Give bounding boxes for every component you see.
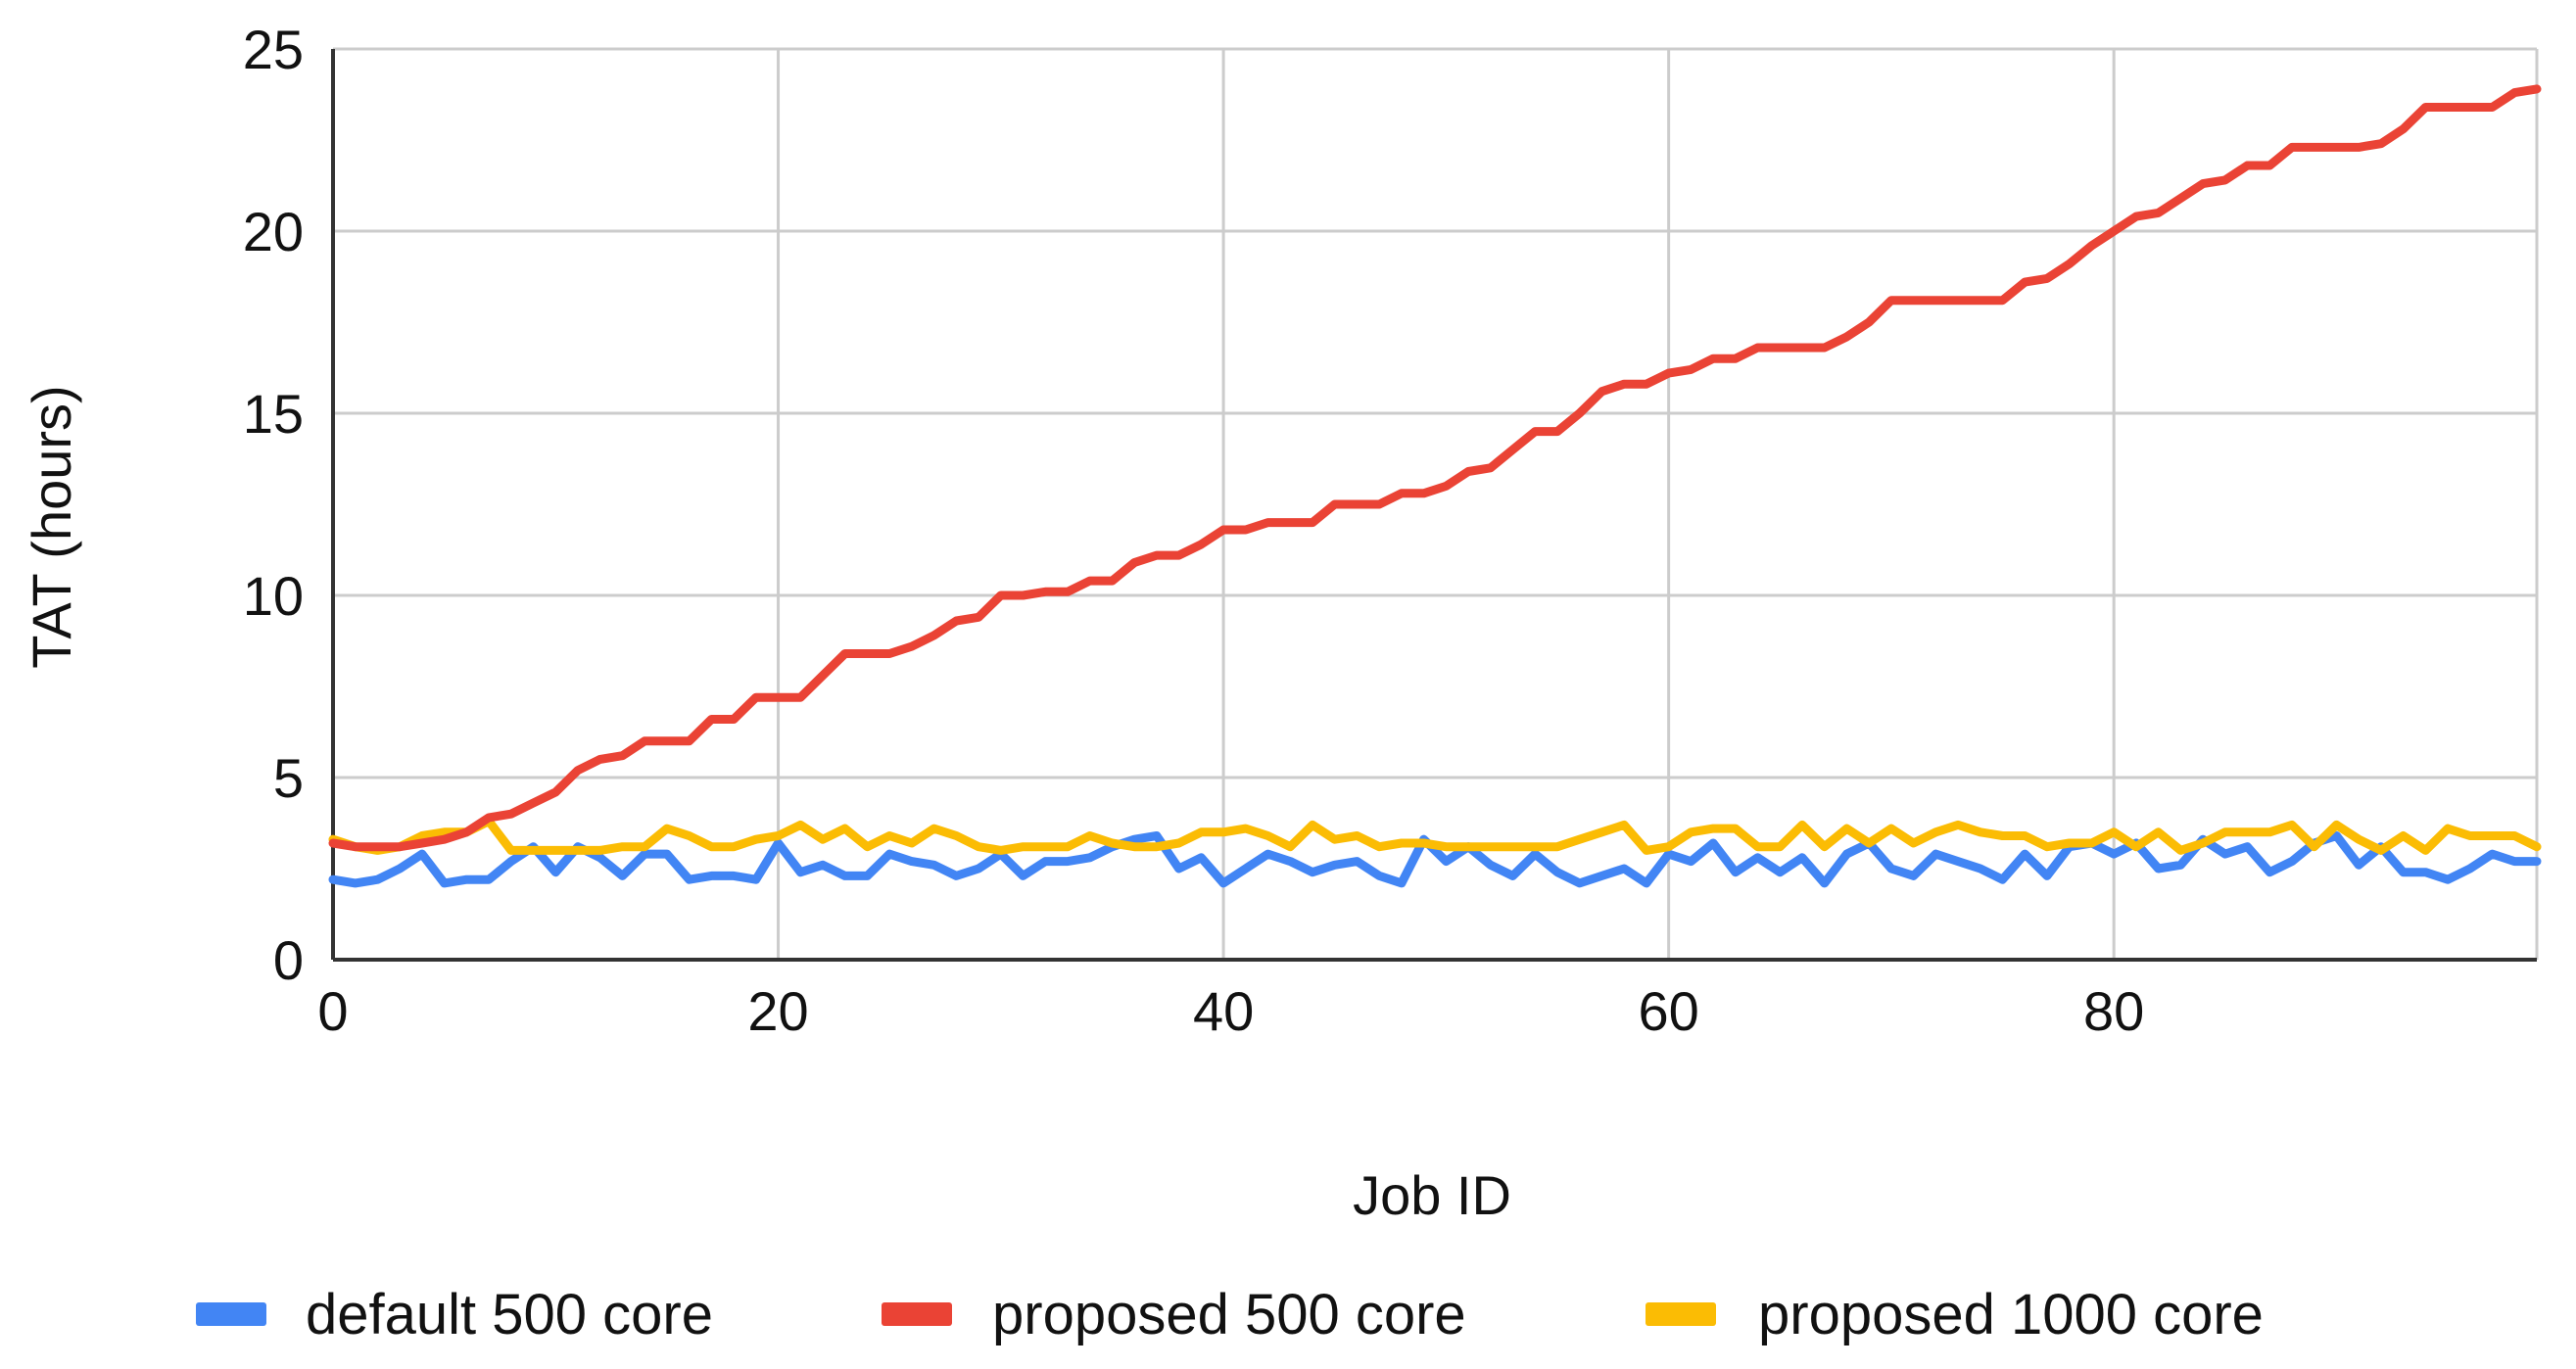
axes	[331, 49, 2537, 962]
x-tick-label: 0	[317, 980, 348, 1042]
y-tick-label: 25	[243, 19, 304, 80]
y-tick-label: 15	[243, 383, 304, 445]
y-tick-label: 20	[243, 201, 304, 262]
x-tick-label: 80	[2083, 980, 2144, 1042]
legend-label-proposed-500-core: proposed 500 core	[992, 1283, 1466, 1346]
legend-swatch-proposed-500-core	[882, 1302, 952, 1326]
legend-label-default-500-core: default 500 core	[306, 1283, 713, 1346]
series-line-default-500-core	[328, 831, 2542, 888]
y-tick-label: 0	[273, 929, 304, 991]
x-tick-label: 60	[1638, 980, 1698, 1042]
y-tick-label: 5	[273, 747, 304, 809]
x-axis-title: Job ID	[1353, 1164, 1511, 1226]
series-line-proposed-500-core	[328, 84, 2542, 852]
x-tick-label: 40	[1193, 980, 1254, 1042]
x-tick-label: 20	[747, 980, 808, 1042]
legend: default 500 core proposed 500 core propose…	[196, 1283, 2264, 1346]
y-axis-title: TAT (hours)	[21, 385, 82, 668]
legend-swatch-proposed-1000-core	[1646, 1302, 1716, 1326]
series-lines	[328, 84, 2542, 888]
legend-label-proposed-1000-core: proposed 1000 core	[1758, 1283, 2264, 1346]
tick-labels: 0 5 10 15 20 25 0 20 40 60 80	[243, 19, 2145, 1042]
series-line-proposed-1000-core	[328, 817, 2542, 855]
y-tick-label: 10	[243, 565, 304, 627]
gridlines	[333, 47, 2539, 960]
legend-swatch-default-500-core	[196, 1302, 266, 1326]
